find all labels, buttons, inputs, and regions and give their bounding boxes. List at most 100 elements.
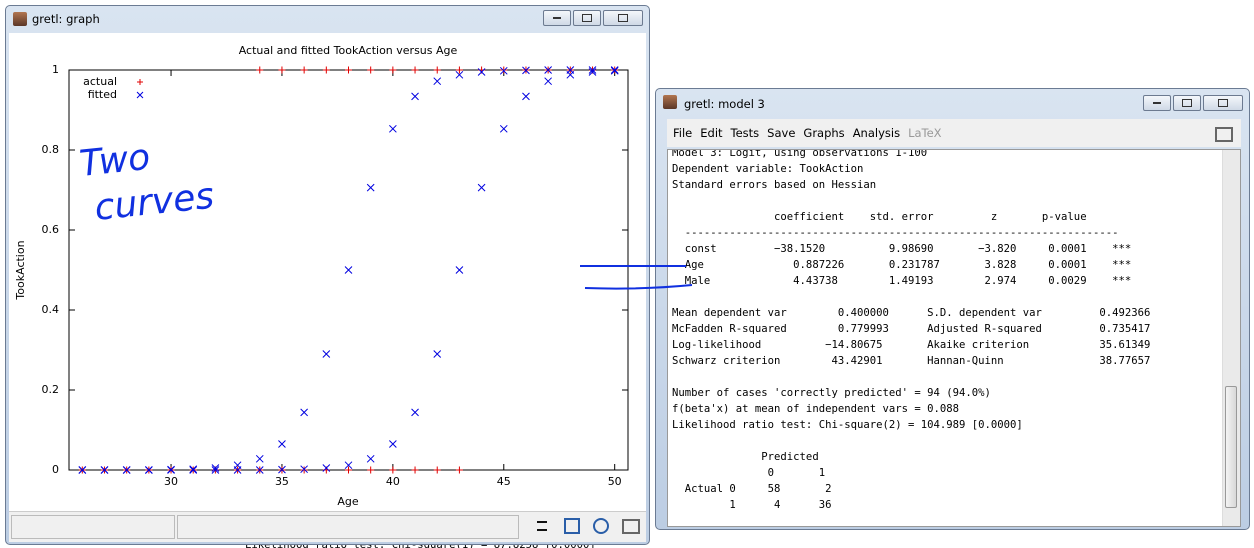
chart-title: Actual and fitted TookAction versus Age <box>239 44 458 57</box>
point <box>345 66 352 74</box>
toolbar-icon[interactable] <box>564 518 580 534</box>
output-line: Model 3: Logit, using observations 1-100 <box>672 149 928 159</box>
point <box>278 465 286 474</box>
point <box>500 66 508 74</box>
window-buttons <box>1141 95 1243 111</box>
toolbar-icon[interactable] <box>593 518 609 534</box>
point <box>366 183 375 192</box>
point <box>522 66 530 75</box>
x-tick-label: 40 <box>386 475 400 488</box>
point <box>367 466 375 474</box>
output-line: Dependent variable: TookAction <box>672 163 864 175</box>
point <box>389 66 397 74</box>
menu-bar: File Edit Tests Save Graphs Analysis LaTeX <box>667 119 1241 147</box>
point <box>433 350 442 358</box>
menu-item[interactable]: File <box>673 126 693 140</box>
model-window: gretl: model 3 File Edit Tests Save Graphs An… <box>655 88 1250 530</box>
output-line: Standard errors based on Hessian <box>672 179 877 191</box>
point <box>610 66 619 74</box>
point <box>544 66 552 74</box>
menu-item[interactable]: Edit <box>700 126 723 140</box>
x-tick-label: 30 <box>164 475 178 488</box>
output-line: ----------------------------------------… <box>672 227 1119 239</box>
maximize-button[interactable] <box>1173 95 1201 111</box>
point <box>278 66 286 74</box>
point <box>189 466 198 474</box>
menu-item[interactable]: Analysis <box>852 126 901 140</box>
menu-item[interactable]: Save <box>767 126 796 140</box>
point <box>411 408 419 417</box>
toolbar-icon[interactable] <box>622 519 640 534</box>
output-line: Mean dependent var 0.400000 S.D. depende… <box>672 307 1151 319</box>
point <box>300 408 308 417</box>
output-line: const −38.1520 9.98690 −3.820 0.0001 *** <box>672 243 1132 255</box>
point <box>300 466 308 474</box>
legend-label: actual <box>83 75 117 88</box>
output-block: Model 3: Logit, using observations 1-100… <box>672 149 1150 193</box>
output-block: Mean dependent var 0.400000 S.D. depende… <box>672 305 1150 369</box>
point <box>411 66 419 74</box>
maximize-button[interactable] <box>573 10 601 26</box>
point <box>211 466 220 474</box>
point <box>233 466 242 474</box>
point <box>389 466 397 474</box>
point <box>167 466 175 474</box>
y-tick-label: 0.8 <box>42 143 60 156</box>
x-tick-label: 50 <box>608 475 622 488</box>
output-line: Male 4.43738 1.49193 2.974 0.0029 *** <box>672 275 1132 287</box>
point <box>322 350 331 358</box>
toolbar-icon[interactable] <box>1215 127 1233 142</box>
point <box>455 70 464 79</box>
text-pane: Model 3: Logit, using observations 1-100… <box>667 149 1241 527</box>
window-buttons <box>541 10 643 26</box>
point <box>433 466 441 474</box>
point <box>411 92 419 101</box>
legend-label: fitted <box>88 88 117 101</box>
close-button[interactable] <box>1203 95 1243 111</box>
point <box>322 66 330 74</box>
point <box>610 66 619 75</box>
status-field <box>177 515 519 539</box>
point <box>588 68 597 76</box>
point <box>433 77 442 86</box>
menu-item[interactable]: LaTeX <box>908 126 942 140</box>
point <box>389 440 397 448</box>
point <box>544 77 552 86</box>
graph-window: gretl: graph Actual and fitted TookActio… <box>5 5 650 545</box>
menu-item[interactable]: Graphs <box>803 126 845 140</box>
minimize-button[interactable] <box>543 10 571 26</box>
window-title: gretl: graph <box>32 12 100 26</box>
y-axis-label: TookAction <box>14 240 27 300</box>
scrollbar-thumb[interactable] <box>1225 386 1237 508</box>
chart: Actual and fitted TookAction versus Age … <box>9 33 646 511</box>
point <box>455 266 464 274</box>
point <box>455 66 463 74</box>
y-tick-label: 0.2 <box>42 383 60 396</box>
legend-marker <box>136 91 144 99</box>
point <box>477 68 486 76</box>
point <box>477 183 486 192</box>
output-line: Predicted <box>672 451 819 463</box>
menu-item[interactable]: Tests <box>730 126 760 140</box>
toolbar-icon[interactable] <box>537 521 547 531</box>
output-line: coefficient std. error z p-value <box>672 211 1087 223</box>
point <box>499 66 508 75</box>
output-line: Schwarz criterion 43.42901 Hannan-Quinn … <box>672 355 1151 367</box>
point <box>345 466 352 474</box>
point <box>389 124 397 133</box>
legend-marker <box>137 79 143 85</box>
point <box>211 464 220 472</box>
output-line: Actual 0 58 2 <box>672 483 832 495</box>
scrollbar[interactable] <box>1222 150 1240 526</box>
x-tick-label: 45 <box>497 475 511 488</box>
minimize-button[interactable] <box>1143 95 1171 111</box>
output-line: Log-likelihood −14.80675 Akaike criterio… <box>672 339 1151 351</box>
y-tick-label: 0 <box>52 463 59 476</box>
point <box>344 266 353 274</box>
point <box>256 66 264 74</box>
point <box>499 124 508 133</box>
point <box>588 66 597 74</box>
output-line: McFadden R-squared 0.779993 Adjusted R-s… <box>672 323 1151 335</box>
close-button[interactable] <box>603 10 643 26</box>
